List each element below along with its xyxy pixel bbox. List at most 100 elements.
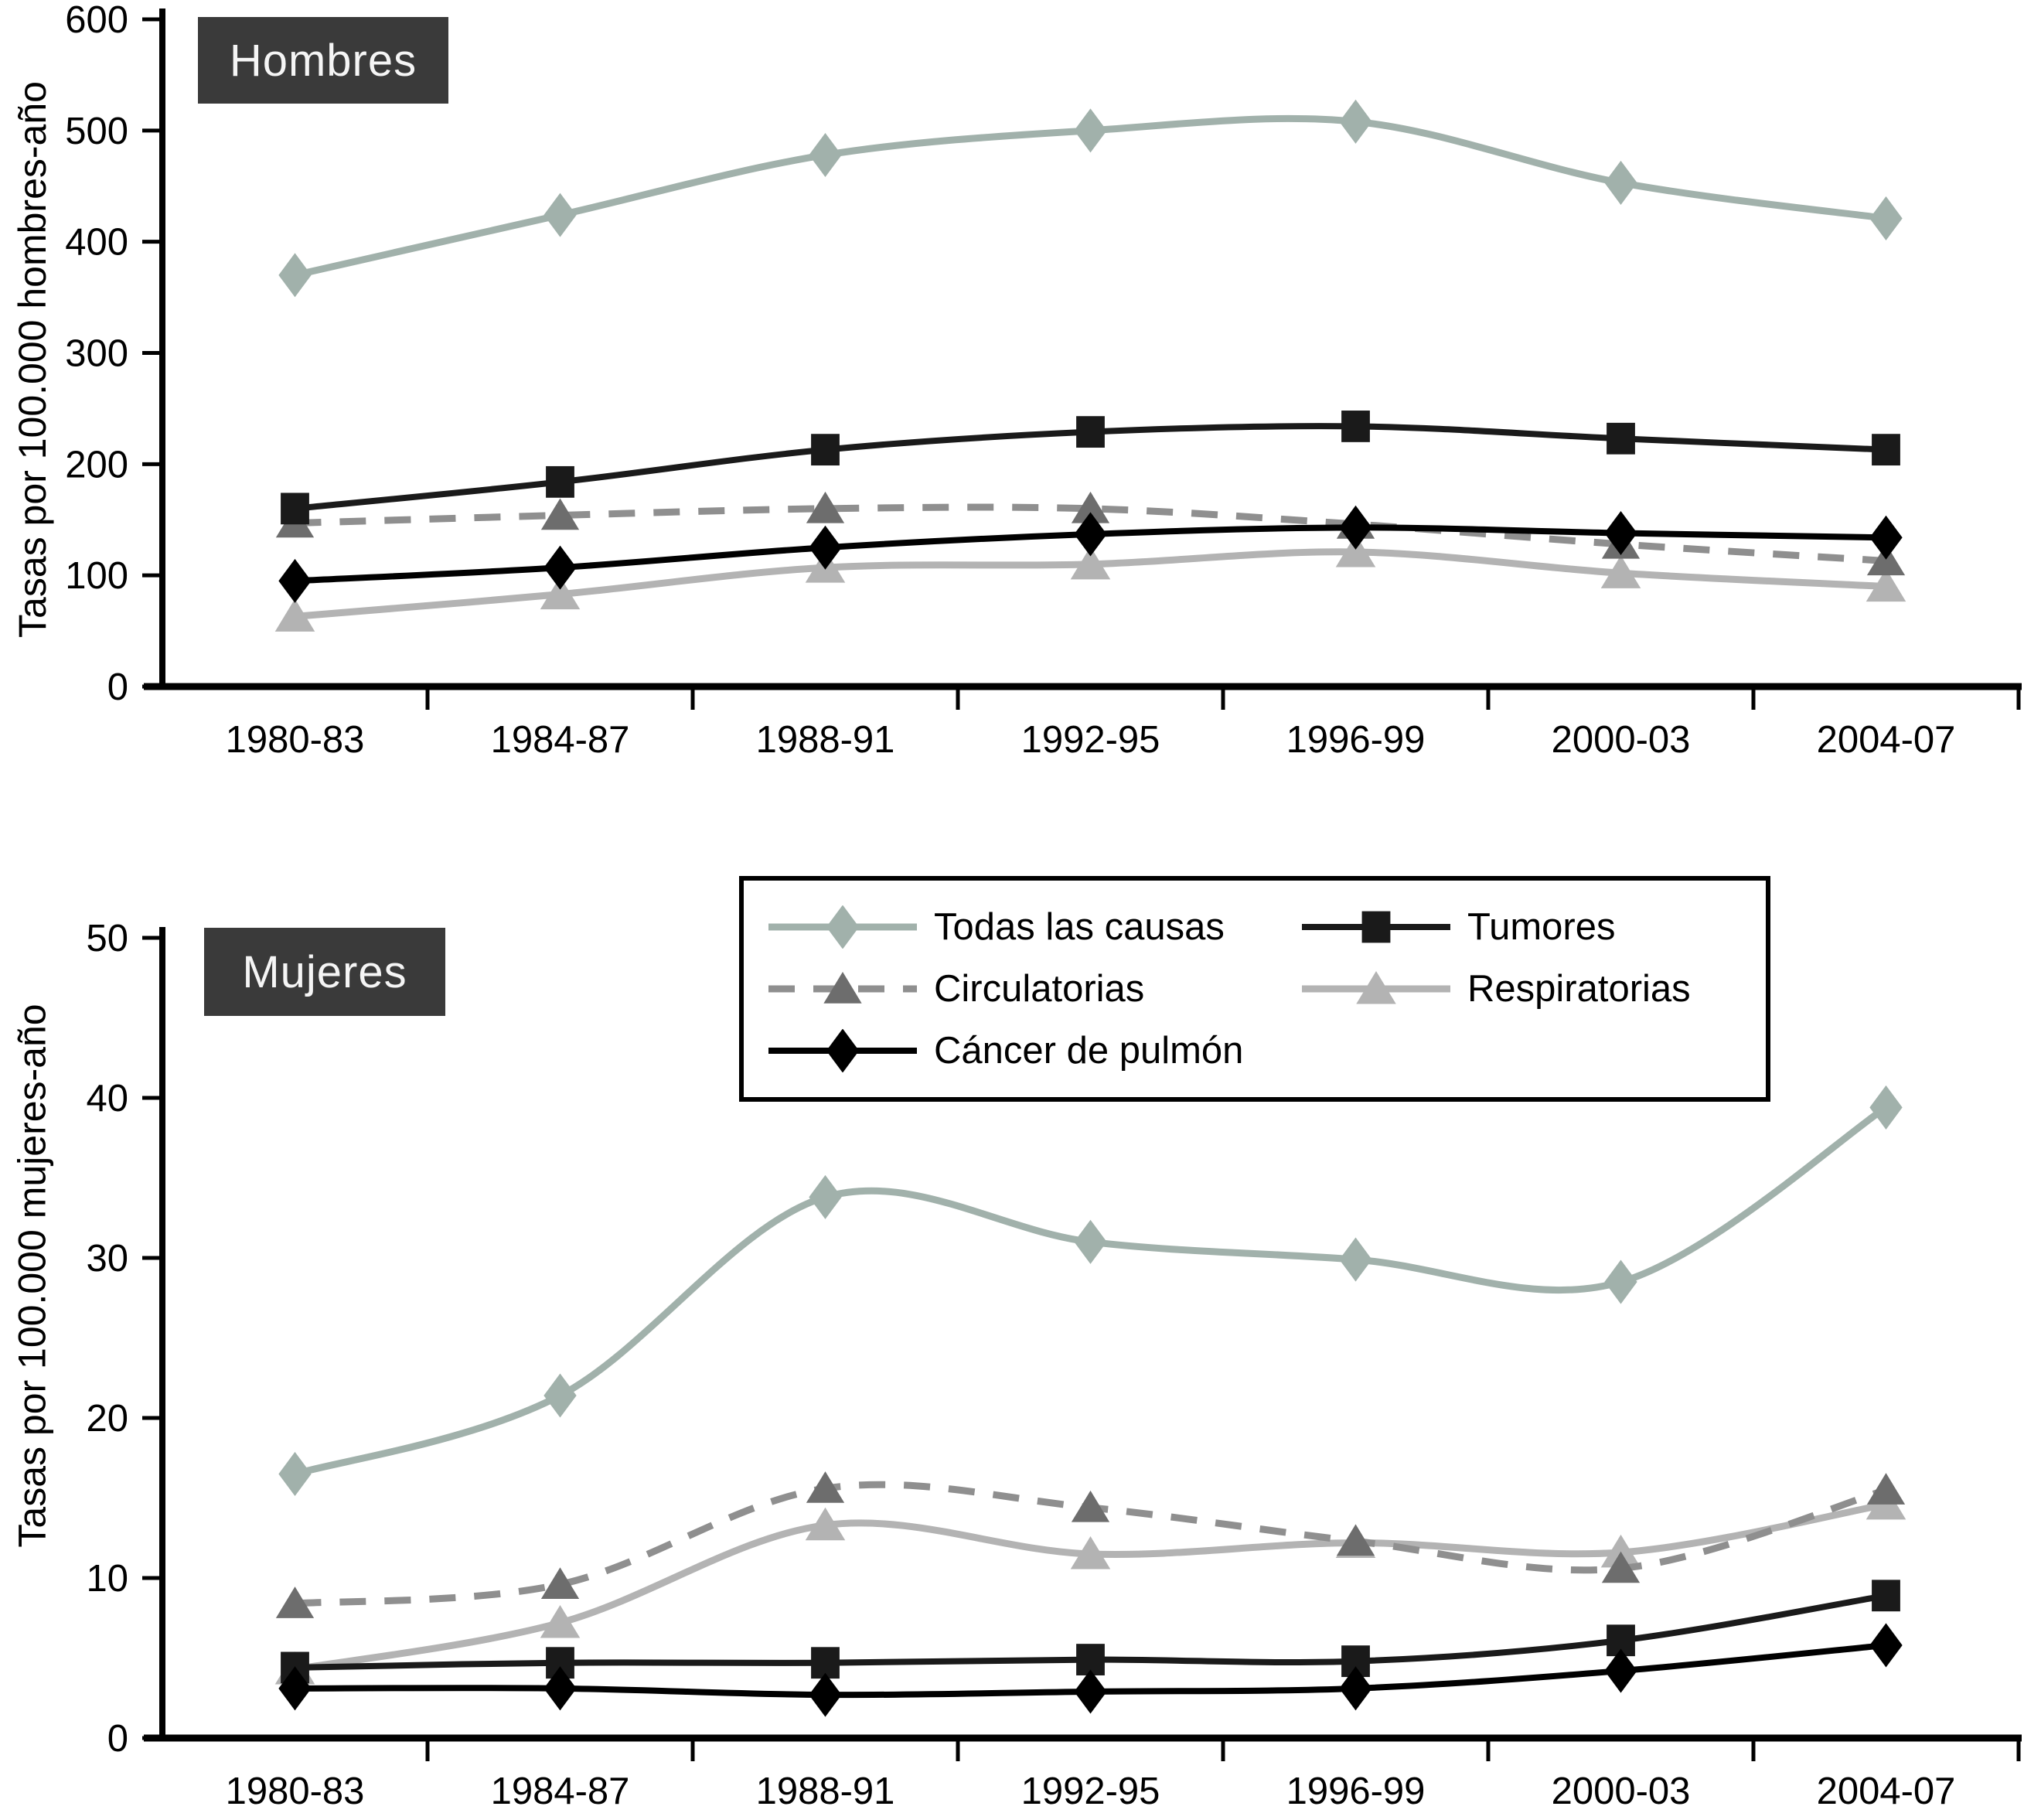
legend-shape-pulmon (826, 1029, 860, 1072)
x-category-label: 2004-07 (1817, 719, 1956, 761)
series-marker-pulmon (1339, 505, 1372, 550)
axes (144, 9, 2022, 690)
series-marker-respiratorias (1335, 533, 1376, 567)
legend-marker-pulmon-icon (768, 1029, 917, 1072)
series-marker-tumores (546, 465, 574, 498)
y-tick-label: 500 (65, 111, 128, 152)
x-category-label: 1996-99 (1286, 1771, 1426, 1812)
series-pulmon (278, 505, 1903, 603)
y-tick-label: 400 (65, 222, 128, 264)
x-category-label: 1996-99 (1286, 719, 1426, 761)
x-category-label: 2004-07 (1817, 1771, 1956, 1812)
legend-marker-circulatorias-icon (768, 972, 917, 1004)
panel-title-mujeres: Mujeres (204, 928, 445, 1016)
legend-box: Todas las causas Tumores Circulatorias R… (739, 876, 1770, 1102)
x-category-label: 1984-87 (491, 1771, 630, 1812)
series-marker-todas (278, 253, 312, 298)
y-tick-label: 200 (65, 444, 128, 486)
series-marker-respiratorias (1070, 546, 1111, 580)
series-marker-pulmon (1869, 515, 1903, 560)
y-axis-title-hombres-text: Tasas por 100.000 hombres-año (11, 81, 54, 638)
series-marker-pulmon (809, 1672, 842, 1717)
x-axis-labels: 1980-83 1984-87 1988-91 1992-95 1996-99 2000-… (226, 719, 1956, 761)
series-marker-todas (1339, 1237, 1372, 1282)
legend-item-respiratorias: Respiratorias (1299, 967, 1766, 1011)
series-marker-tumores (1341, 411, 1370, 442)
y-tick-label: 30 (86, 1238, 128, 1280)
panel-title-hombres-text: Hombres (229, 35, 417, 86)
series-marker-todas (1869, 196, 1903, 240)
series-circulatorias (275, 1471, 1906, 1618)
legend-shape-tumores (1361, 911, 1391, 943)
series-marker-pulmon (1339, 1666, 1372, 1711)
legend-item-circulatorias: Circulatorias (765, 967, 1299, 1011)
series-marker-todas (1074, 108, 1107, 153)
series-line-todas (294, 1104, 1888, 1477)
series-marker-todas (1604, 160, 1637, 205)
x-axis-labels: 1980-83 1984-87 1988-91 1992-95 1996-99 2000-… (226, 1771, 1956, 1812)
series-marker-circulatorias (1336, 1524, 1375, 1556)
x-category-label: 2000-03 (1552, 1771, 1691, 1812)
series-marker-tumores (1076, 416, 1105, 448)
legend-label-pulmon: Cáncer de pulmón (934, 1030, 1244, 1072)
y-tick-label: 0 (107, 1718, 128, 1760)
x-axis-ticks (425, 1738, 2021, 1761)
series-marker-pulmon (809, 525, 842, 570)
series-marker-respiratorias (1600, 555, 1641, 588)
panel-title-hombres: Hombres (198, 17, 448, 104)
series-marker-pulmon (1869, 1623, 1903, 1668)
series-marker-tumores (1872, 1580, 1900, 1612)
series-marker-pulmon (1604, 510, 1637, 556)
series-marker-circulatorias (540, 1567, 580, 1599)
series-marker-todas (278, 1451, 312, 1496)
legend-marker-tumores-icon (1302, 911, 1450, 943)
series-marker-circulatorias (540, 498, 580, 530)
series-marker-pulmon (543, 1666, 577, 1711)
series-marker-circulatorias (1866, 544, 1906, 576)
legend-marker-respiratorias-icon (1302, 971, 1450, 1004)
series-tumores (281, 1580, 1900, 1684)
y-tick-label: 600 (65, 0, 128, 41)
x-category-label: 1988-91 (756, 1771, 895, 1812)
series-respiratorias (274, 533, 1906, 632)
series-marker-respiratorias (274, 598, 315, 632)
series-marker-pulmon (278, 558, 312, 603)
y-tick-label: 0 (107, 666, 128, 708)
legend-shape-respiratorias (1356, 971, 1396, 1004)
series-marker-circulatorias (275, 1587, 315, 1618)
series-marker-pulmon (543, 545, 577, 590)
chart-hombres: 0 100 200 300 400 500 600 1980-83 1984-87 1988-91… (65, 0, 2022, 761)
series-marker-todas (543, 1373, 577, 1418)
y-axis-title-mujeres-text: Tasas por 100.000 mujeres-año (11, 1004, 55, 1548)
series-marker-tumores (1607, 422, 1635, 455)
series-marker-tumores (281, 492, 309, 525)
series-marker-circulatorias (806, 491, 845, 523)
series-todas (278, 99, 1903, 298)
legend-label-tumores: Tumores (1467, 906, 1616, 948)
legend-label-todas: Todas las causas (934, 906, 1225, 948)
y-axis-title-mujeres: Tasas por 100.000 mujeres-año (2, 1004, 63, 1548)
legend-shape-todas (826, 905, 860, 949)
legend-marker-todas-icon (768, 905, 917, 949)
series-marker-todas (1339, 99, 1372, 144)
y-axis-ticks: 0 100 200 300 400 500 600 (65, 0, 162, 708)
y-tick-label: 40 (86, 1078, 128, 1120)
series-marker-respiratorias (540, 1604, 581, 1638)
y-tick-label: 10 (86, 1558, 128, 1600)
series-marker-todas (809, 132, 842, 177)
series-marker-pulmon (1074, 512, 1107, 557)
series-todas (278, 1085, 1903, 1496)
axes (144, 927, 2022, 1742)
y-axis-ticks: 0 10 20 30 40 50 (86, 918, 162, 1760)
series-marker-tumores (811, 434, 840, 466)
x-category-label: 1980-83 (226, 719, 365, 761)
series-marker-respiratorias (540, 576, 581, 610)
series-marker-todas (809, 1174, 842, 1219)
x-category-label: 1992-95 (1021, 1771, 1160, 1812)
series-marker-todas (1604, 1259, 1637, 1304)
legend-item-todas: Todas las causas (765, 905, 1299, 949)
x-category-label: 1988-91 (756, 719, 895, 761)
legend-item-tumores: Tumores (1299, 905, 1766, 949)
